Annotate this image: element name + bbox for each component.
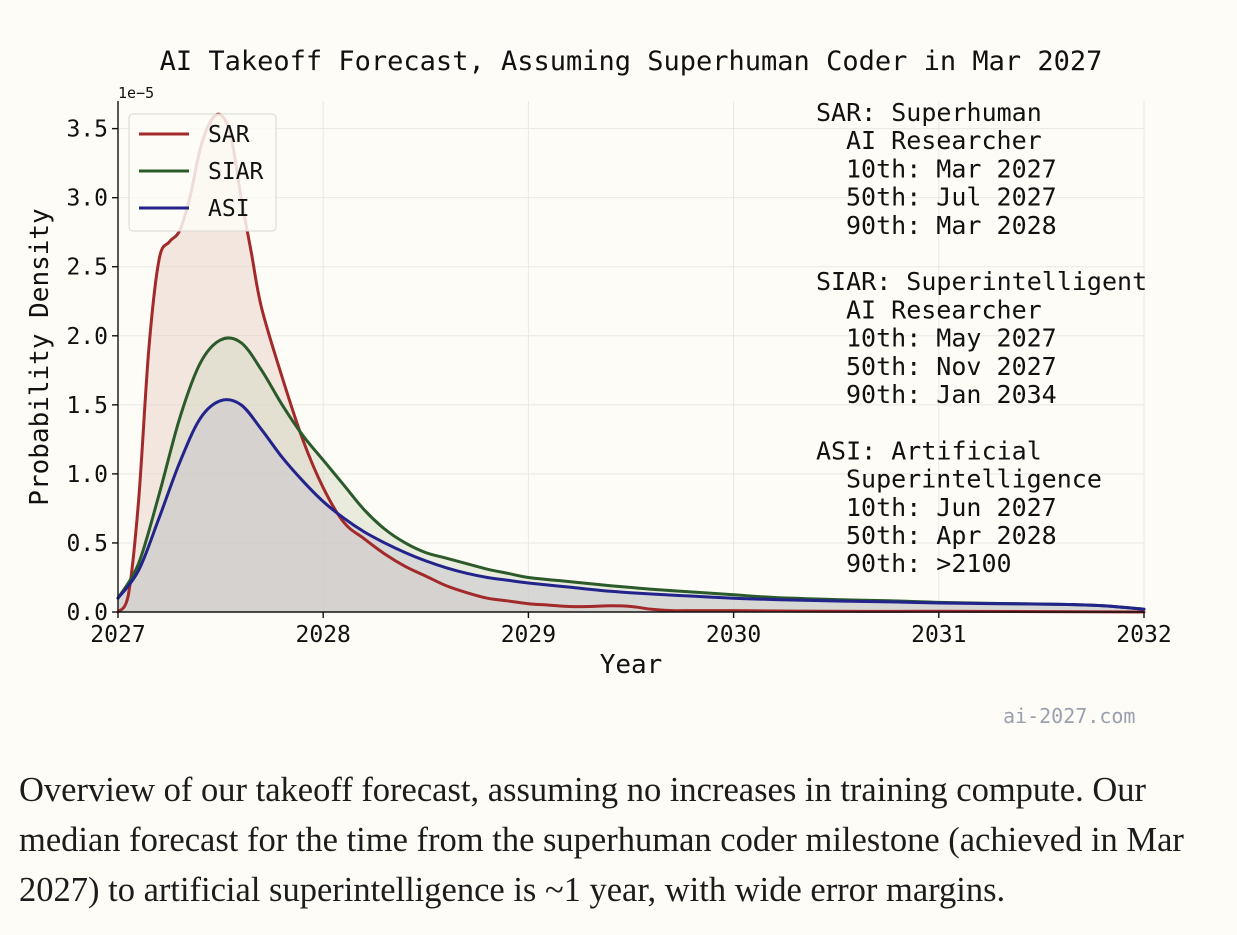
legend-label-asi: ASI [208, 196, 250, 222]
annotation-line: 10th: May 2027 [846, 324, 1057, 353]
y-axis-label: Probability Density [25, 208, 55, 505]
y-tick-label: 2.0 [66, 324, 108, 350]
y-exponent-label: 1e−5 [118, 84, 154, 102]
annotation-line: 50th: Jul 2027 [846, 183, 1057, 212]
takeoff-forecast-chart: 2027 2028 2029 2030 2031 2032 0.0 0.5 1.0 1.5 2.0 2… [25, 46, 1172, 680]
axes: 2027 2028 2029 2030 2031 2032 0.0 0.5 1.0 1.5 2.0 2… [66, 101, 1172, 648]
annotation-line: 50th: Nov 2027 [846, 352, 1057, 381]
y-tick-label: 0.5 [66, 531, 108, 557]
y-tick-label: 3.0 [66, 186, 108, 212]
annotation-line: Superintelligence [846, 465, 1102, 494]
x-tick-label: 2032 [1116, 622, 1171, 648]
grid-lines [117, 101, 1145, 612]
y-tick-label: 0.0 [66, 600, 108, 626]
legend-label-sar: SAR [208, 122, 250, 148]
x-axis-label: Year [600, 650, 663, 680]
y-tick-label: 3.5 [66, 117, 108, 143]
annotation-line: 10th: Mar 2027 [846, 154, 1057, 183]
line-asi [116, 398, 1146, 611]
annotation-line: 10th: Jun 2027 [846, 493, 1057, 522]
y-tick-label: 2.5 [66, 255, 108, 281]
figure-caption: Overview of our takeoff forecast, assumi… [19, 771, 1184, 909]
annotation-line: SIAR: Superintelligent [816, 267, 1147, 296]
annotation-line: ASI: Artificial [816, 436, 1042, 465]
x-tick-label: 2029 [501, 622, 556, 648]
x-tick-label: 2030 [706, 622, 761, 648]
annotation-line: SAR: Superhuman [816, 98, 1042, 127]
y-tick-label: 1.0 [66, 462, 108, 488]
legend-frame [128, 113, 277, 232]
chart-legend: SAR SIAR ASI [128, 113, 277, 232]
annotation-line: 90th: >2100 [846, 549, 1012, 578]
annotation-line: 50th: Apr 2028 [846, 521, 1057, 550]
annotation-line: AI Researcher [846, 295, 1042, 324]
x-tick-label: 2031 [911, 622, 966, 648]
annotation-line: 90th: Mar 2028 [846, 211, 1057, 240]
x-tick-label: 2028 [296, 622, 351, 648]
legend-label-siar: SIAR [208, 159, 264, 185]
annotation-line: 90th: Jan 2034 [846, 380, 1057, 409]
y-tick-label: 1.5 [66, 393, 108, 419]
annotation-line: AI Researcher [846, 126, 1042, 155]
area-asi [118, 399, 1144, 612]
chart-title: AI Takeoff Forecast, Assuming Superhuman… [160, 46, 1103, 77]
x-tick-label: 2027 [90, 622, 145, 648]
watermark: ai-2027.com [1003, 704, 1136, 728]
